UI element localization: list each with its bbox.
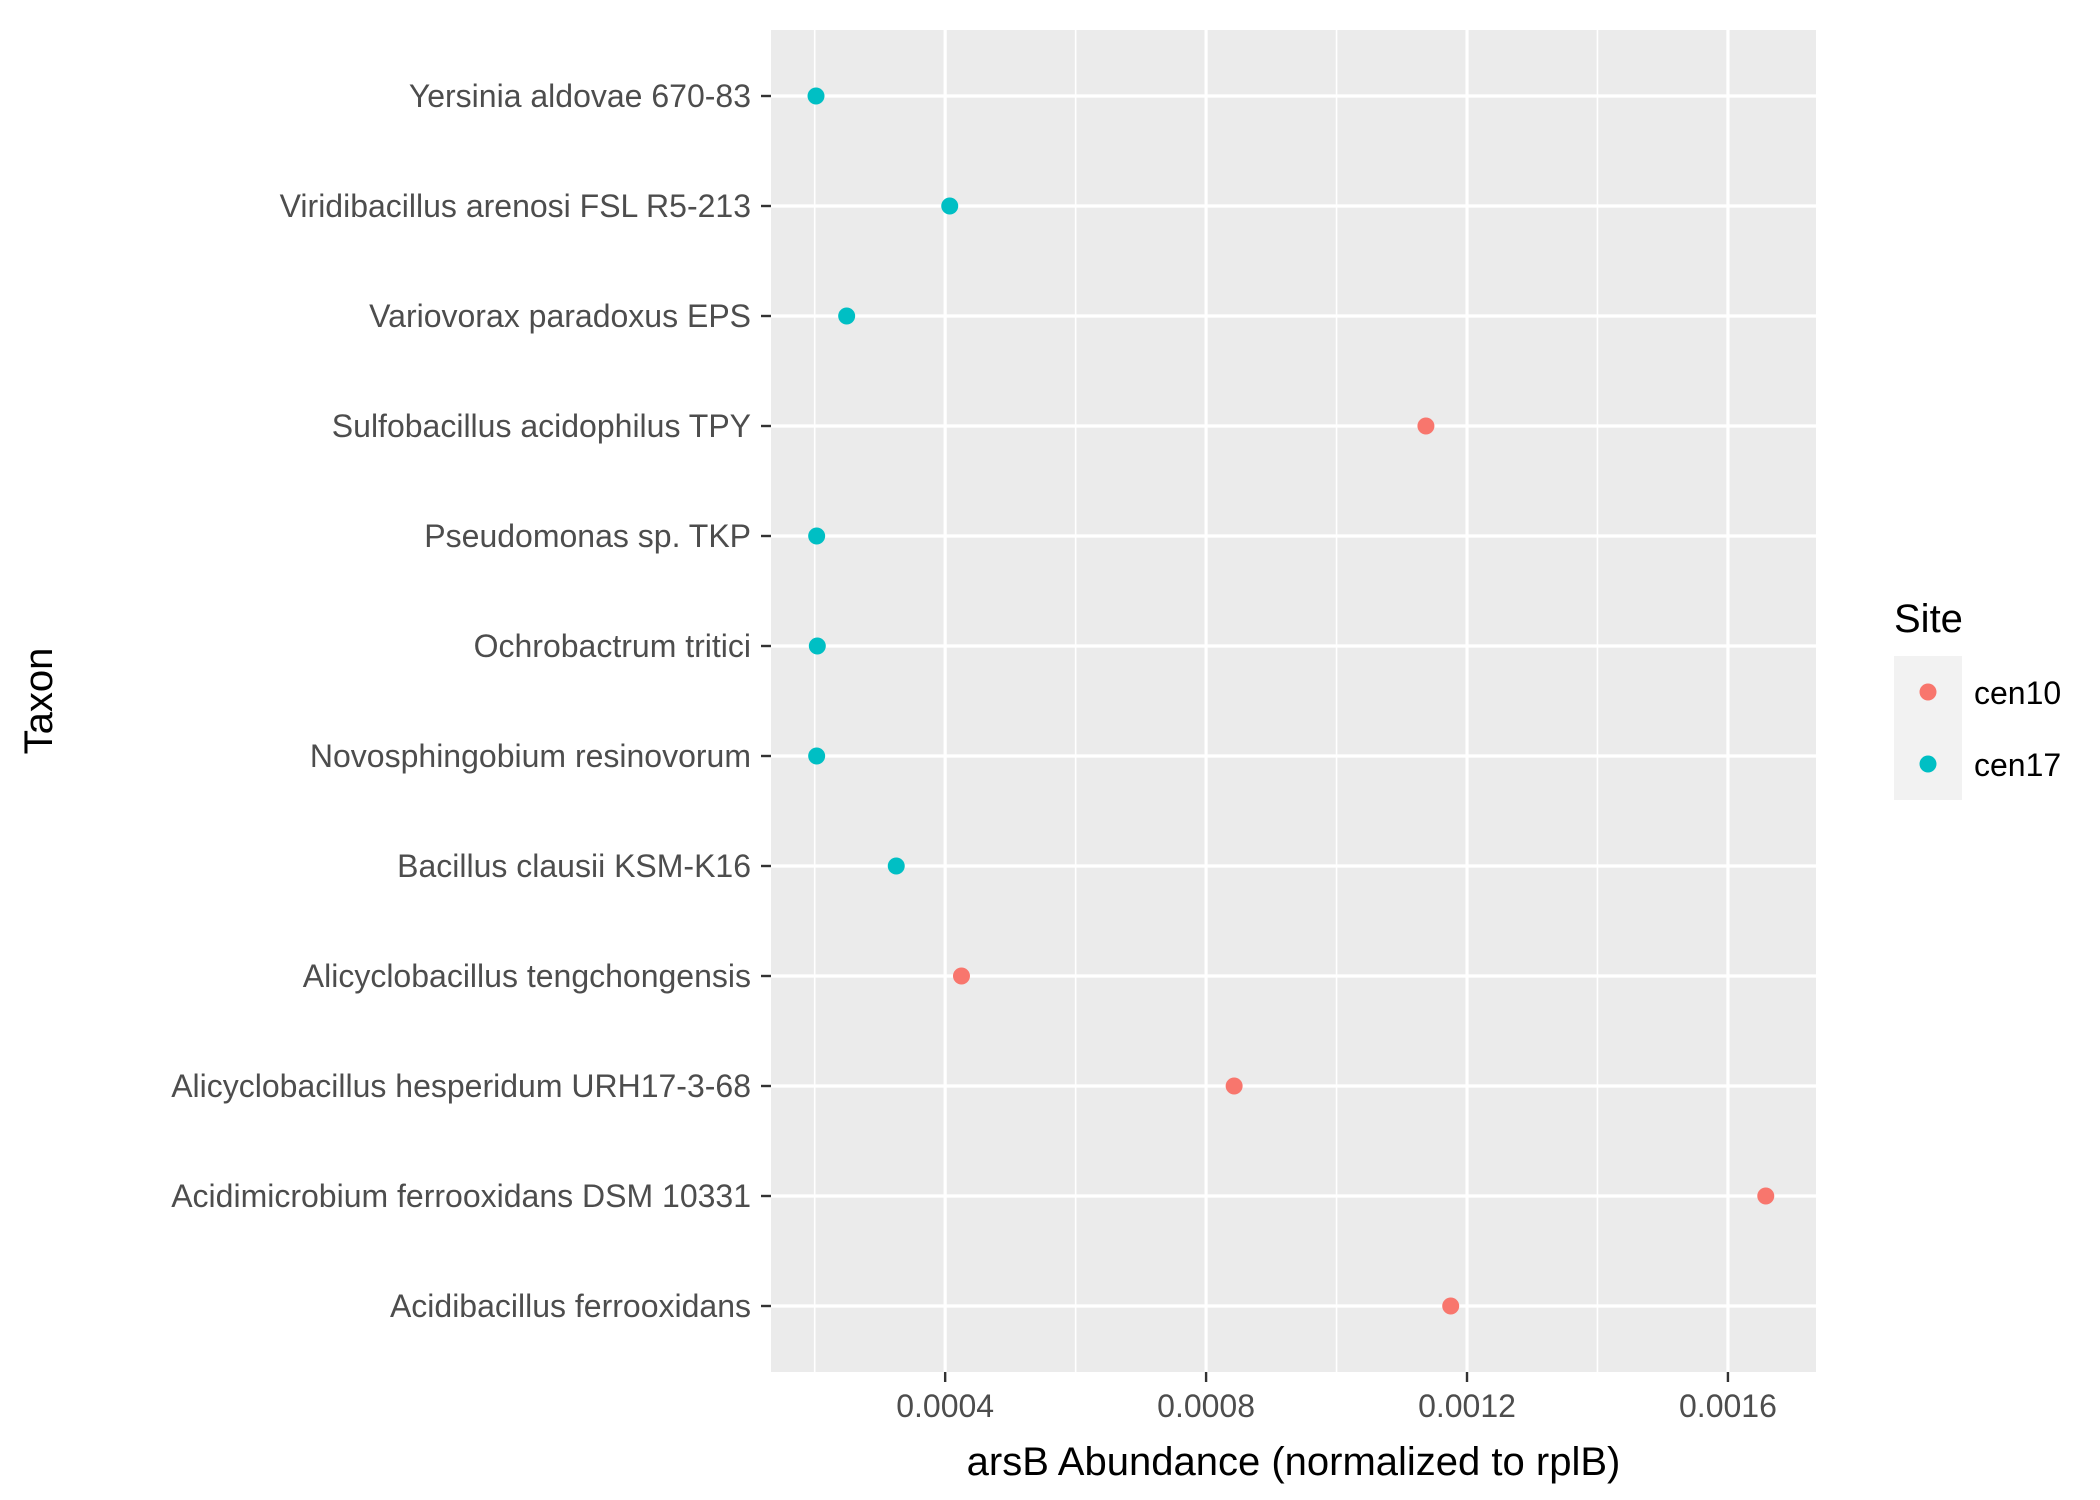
y-tick-label: Alicyclobacillus hesperidum URH17-3-68 [171,1068,751,1104]
y-tick-label: Yersinia aldovae 670-83 [409,78,751,114]
data-point-cen17 [807,87,825,105]
legend-key-symbol [1919,683,1937,701]
legend-entry-label: cen17 [1974,747,2061,783]
data-point-cen17 [838,307,856,325]
x-axis-ticks: 0.0004 0.0008 0.0012 0.0016 [896,1372,1777,1424]
y-tick-label: Variovorax paradoxus EPS [369,298,751,334]
x-tick-label: 0.0016 [1679,1388,1777,1424]
y-tick-label: Acidimicrobium ferrooxidans DSM 10331 [171,1178,751,1214]
x-axis-label: arsB Abundance (normalized to rplB) [967,1440,1621,1484]
y-tick-label: Pseudomonas sp. TKP [424,518,751,554]
y-tick-label: Sulfobacillus acidophilus TPY [332,408,751,444]
y-tick-label: Viridibacillus arenosi FSL R5-213 [280,188,751,224]
data-points [807,87,1775,1315]
legend-title: Site [1894,597,1963,641]
plot-panel [771,30,1816,1372]
data-point-cen10 [952,967,970,985]
x-tick-label: 0.0008 [1157,1388,1255,1424]
x-tick-label: 0.0004 [896,1388,994,1424]
data-point-cen10 [1225,1077,1243,1095]
y-tick-label: Ochrobactrum tritici [474,628,751,664]
legend-key-symbol [1919,755,1937,773]
data-point-cen10 [1757,1187,1775,1205]
data-point-cen17 [808,527,826,545]
legend-entry-label: cen10 [1974,675,2061,711]
major-gridlines [771,30,1816,1372]
data-point-cen17 [808,637,826,655]
minor-gridlines [813,30,1599,1372]
y-axis-ticks: Acidibacillus ferrooxidans Acidimicrobium… [171,78,771,1324]
y-tick-label: Alicyclobacillus tengchongensis [303,958,751,994]
data-point-cen10 [1417,417,1435,435]
data-point-cen10 [1442,1297,1460,1315]
y-axis-label: Taxon [17,648,61,755]
y-tick-label: Bacillus clausii KSM-K16 [397,848,751,884]
data-point-cen17 [941,197,959,215]
legend-items: cen10 cen17 [1894,656,2061,800]
data-point-cen17 [808,747,826,765]
data-point-cen17 [887,857,905,875]
y-tick-label: Novosphingobium resinovorum [310,738,751,774]
x-tick-label: 0.0012 [1418,1388,1516,1424]
y-tick-label: Acidibacillus ferrooxidans [390,1288,751,1324]
legend: Site cen10 cen17 [1894,597,2061,800]
